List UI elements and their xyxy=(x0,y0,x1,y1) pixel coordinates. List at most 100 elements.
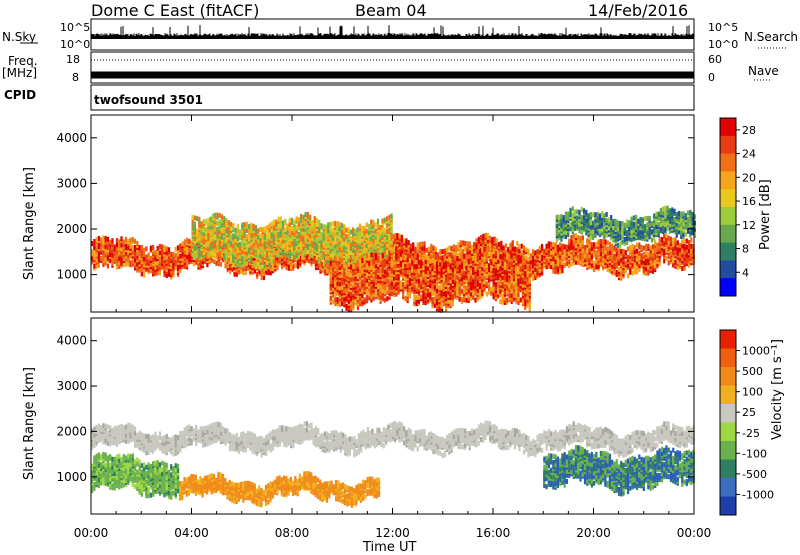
power-cell xyxy=(534,250,536,255)
power-cell xyxy=(579,236,581,241)
power-cell xyxy=(201,221,203,226)
power-cell xyxy=(377,219,379,224)
power-cell xyxy=(152,245,154,250)
power-cell xyxy=(622,249,624,254)
power-cell xyxy=(345,228,347,233)
power-cell xyxy=(366,229,368,234)
power-cell xyxy=(150,256,152,261)
power-cell xyxy=(473,242,475,247)
power-cell xyxy=(237,224,239,229)
power-cell xyxy=(98,236,100,241)
power-cell xyxy=(196,228,198,233)
power-cell xyxy=(643,246,645,251)
power-cell xyxy=(401,235,403,240)
power-cell xyxy=(647,252,649,257)
power-cell xyxy=(286,224,288,229)
power-cell xyxy=(125,237,127,242)
power-cell xyxy=(234,228,236,233)
power-cell xyxy=(532,249,534,254)
power-cell xyxy=(570,235,572,240)
power-cell xyxy=(388,215,390,220)
power-cell xyxy=(210,217,212,222)
power-cell xyxy=(132,245,134,250)
power-cell xyxy=(462,240,464,245)
power-cell xyxy=(255,260,257,265)
power-cell xyxy=(129,260,131,265)
power-cell xyxy=(372,220,374,225)
power-cell xyxy=(405,238,407,243)
power-cell xyxy=(625,260,627,265)
power-cell xyxy=(451,246,453,251)
power-cell xyxy=(223,249,225,254)
power-cell xyxy=(593,261,595,266)
power-cell xyxy=(668,260,670,265)
power-cell xyxy=(259,227,261,232)
power-cell xyxy=(611,244,613,249)
power-cell xyxy=(179,254,181,259)
power-cell xyxy=(120,236,122,241)
power-cell xyxy=(246,261,248,266)
power-cell xyxy=(323,261,325,266)
power-cell xyxy=(177,245,179,250)
power-cell xyxy=(645,244,647,249)
power-cell xyxy=(150,246,152,251)
power-cell xyxy=(175,247,177,252)
power-cell xyxy=(298,232,300,237)
power-cell xyxy=(600,239,602,244)
power-cell xyxy=(541,244,543,249)
power-cell xyxy=(399,234,401,239)
power-cell xyxy=(444,249,446,254)
power-cell xyxy=(609,242,611,247)
power-cell xyxy=(480,235,482,240)
power-cell xyxy=(446,247,448,252)
power-cell xyxy=(214,244,216,249)
power-cell xyxy=(598,239,600,244)
power-cell xyxy=(136,241,138,246)
power-cell xyxy=(307,212,309,217)
power-cell xyxy=(683,239,685,244)
power-cell xyxy=(311,220,313,225)
power-cell xyxy=(284,219,286,224)
power-cell xyxy=(530,253,532,258)
power-cell xyxy=(627,273,629,278)
power-cell xyxy=(109,240,111,245)
power-cell xyxy=(396,233,398,238)
power-cell xyxy=(264,226,266,231)
power-cell xyxy=(629,245,631,250)
power-cell xyxy=(604,239,606,244)
power-cell xyxy=(118,239,120,244)
power-cell xyxy=(414,247,416,252)
power-cell xyxy=(647,244,649,249)
power-cell xyxy=(216,221,218,226)
power-cell xyxy=(332,299,334,304)
power-cell xyxy=(123,240,125,245)
power-cell xyxy=(284,227,286,232)
power-cell xyxy=(627,247,629,252)
power-cell xyxy=(543,249,545,254)
power-cell xyxy=(338,222,340,227)
power-cell xyxy=(496,238,498,243)
power-cell xyxy=(244,222,246,227)
power-cell xyxy=(248,224,250,229)
power-cell xyxy=(305,212,307,217)
power-cell xyxy=(602,239,604,244)
power-cell xyxy=(196,245,198,250)
power-cell xyxy=(505,250,507,255)
power-cell xyxy=(643,252,645,257)
power-cell xyxy=(625,250,627,255)
power-cell xyxy=(489,236,491,241)
power-cell xyxy=(379,225,381,230)
power-cell xyxy=(159,244,161,249)
power-cell xyxy=(192,215,194,220)
power-cell xyxy=(432,245,434,250)
power-cell xyxy=(518,244,520,249)
power-cell xyxy=(368,224,370,229)
power-cell xyxy=(640,253,642,258)
power-cell xyxy=(221,214,223,219)
power-cell xyxy=(271,221,273,226)
power-cell xyxy=(273,219,275,224)
power-cell xyxy=(636,249,638,254)
power-cell xyxy=(282,220,284,225)
power-cell xyxy=(348,227,350,232)
power-cell xyxy=(296,216,298,221)
